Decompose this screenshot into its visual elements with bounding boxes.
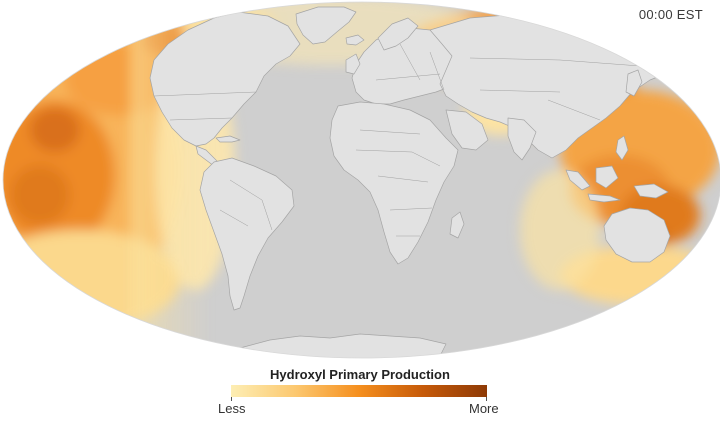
new-zealand: [687, 257, 703, 283]
india: [507, 117, 537, 161]
philippines: [615, 135, 629, 161]
scandinavia: [377, 17, 419, 51]
country-borders: [153, 43, 641, 237]
south-america: [199, 157, 295, 311]
world-map: [2, 1, 720, 359]
legend-color-bar: [231, 385, 487, 397]
legend-min-label: Less: [218, 401, 246, 416]
time-label: 00:00 EST: [638, 7, 703, 22]
legend-tick-max: [486, 397, 487, 401]
north-america: [149, 11, 301, 147]
borneo: [595, 165, 619, 189]
java: [587, 193, 621, 203]
new-guinea: [633, 183, 669, 199]
sumatra: [565, 169, 591, 191]
legend-max-label: More: [469, 401, 499, 416]
legend-title: Hydroxyl Primary Production: [270, 367, 450, 382]
greenland: [295, 6, 357, 45]
japan: [625, 69, 643, 97]
globe-outline: [2, 1, 720, 359]
great-britain: [345, 53, 361, 75]
legend: Hydroxyl Primary Production Less More: [0, 362, 720, 422]
africa: [329, 101, 459, 265]
legend-tick-min: [231, 397, 232, 401]
cuba: [215, 135, 241, 143]
iceland: [345, 34, 365, 46]
australia: [603, 207, 671, 263]
arabia: [445, 109, 489, 151]
madagascar: [449, 211, 465, 239]
